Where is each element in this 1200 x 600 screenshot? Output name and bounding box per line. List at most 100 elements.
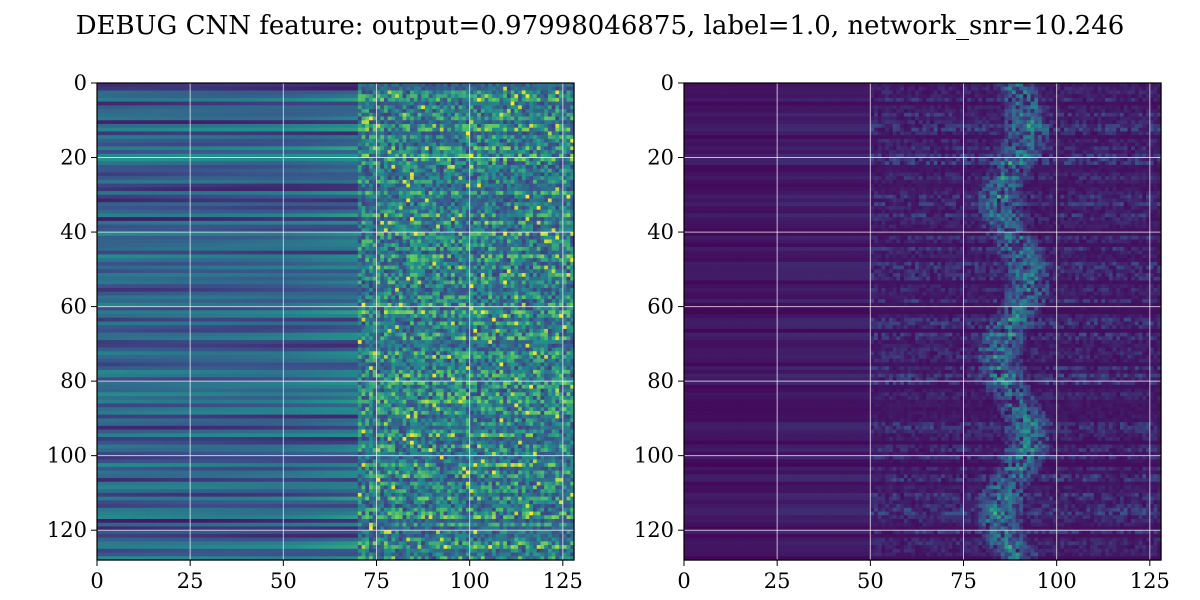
left-heatmap-cell <box>157 139 161 143</box>
left-heatmap-cell <box>496 102 500 106</box>
left-heatmap-cell <box>250 180 254 184</box>
left-heatmap-cell <box>548 102 552 106</box>
left-heatmap-cell <box>265 210 269 214</box>
left-heatmap-cell <box>365 161 369 165</box>
left-heatmap-cell <box>213 143 217 147</box>
left-heatmap-cell <box>309 158 313 162</box>
left-heatmap-cell <box>201 102 205 106</box>
left-heatmap-cell <box>514 217 518 221</box>
left-heatmap-cell <box>518 169 522 173</box>
left-heatmap-cell <box>462 202 466 206</box>
left-heatmap-cell <box>328 161 332 165</box>
left-heatmap-cell <box>231 161 235 165</box>
left-heatmap-cell <box>552 191 556 195</box>
left-heatmap-cell <box>246 184 250 188</box>
left-heatmap-cell <box>172 120 176 124</box>
left-heatmap-cell <box>492 102 496 106</box>
left-heatmap-cell <box>391 161 395 165</box>
left-heatmap-cell <box>403 135 407 139</box>
left-heatmap-cell <box>518 176 522 180</box>
left-heatmap-cell <box>142 191 146 195</box>
left-heatmap-cell <box>436 143 440 147</box>
left-heatmap-cell <box>123 150 127 154</box>
left-heatmap-cell <box>276 87 280 91</box>
left-heatmap-cell <box>514 131 518 135</box>
left-heatmap-cell <box>220 187 224 191</box>
left-heatmap-cell <box>425 102 429 106</box>
left-heatmap-cell <box>127 191 131 195</box>
left-heatmap-cell <box>499 131 503 135</box>
left-heatmap-cell <box>112 150 116 154</box>
left-heatmap-cell <box>231 221 235 225</box>
left-heatmap-cell <box>511 225 515 229</box>
left-heatmap-cell <box>194 105 198 109</box>
left-heatmap-cell <box>399 180 403 184</box>
left-heatmap-cell <box>194 202 198 206</box>
left-heatmap-cell <box>276 109 280 113</box>
left-heatmap-cell <box>291 206 295 210</box>
left-heatmap-cell <box>358 128 362 132</box>
left-heatmap-cell <box>183 172 187 176</box>
left-heatmap-cell <box>242 184 246 188</box>
left-heatmap-cell <box>268 124 272 128</box>
left-heatmap-cell <box>548 187 552 191</box>
left-heatmap-cell <box>198 90 202 94</box>
left-heatmap-cell <box>555 146 559 150</box>
left-heatmap-cell <box>533 206 537 210</box>
left-heatmap-cell <box>317 158 321 162</box>
left-heatmap-cell <box>455 98 459 102</box>
left-heatmap-cell <box>235 165 239 169</box>
left-heatmap-cell <box>432 113 436 117</box>
left-heatmap-cell <box>104 217 108 221</box>
left-heatmap-cell <box>339 143 343 147</box>
left-heatmap-cell <box>488 90 492 94</box>
left-heatmap-cell <box>153 165 157 169</box>
left-heatmap-cell <box>198 128 202 132</box>
left-heatmap-cell <box>511 131 515 135</box>
left-heatmap-cell <box>343 225 347 229</box>
left-heatmap-cell <box>235 217 239 221</box>
left-heatmap-cell <box>462 94 466 98</box>
left-heatmap-cell <box>112 172 116 176</box>
left-heatmap-cell <box>473 169 477 173</box>
left-heatmap-cell <box>544 105 548 109</box>
left-heatmap-cell <box>470 109 474 113</box>
left-heatmap-cell <box>421 128 425 132</box>
left-heatmap-cell <box>499 213 503 217</box>
left-heatmap-cell <box>317 109 321 113</box>
left-heatmap-cell <box>131 184 135 188</box>
left-heatmap-cell <box>362 158 366 162</box>
left-heatmap-cell <box>343 98 347 102</box>
left-heatmap-cell <box>265 117 269 121</box>
left-heatmap-cell <box>399 169 403 173</box>
left-heatmap-cell <box>552 158 556 162</box>
left-heatmap-cell <box>518 210 522 214</box>
left-heatmap-cell <box>201 158 205 162</box>
left-heatmap-cell <box>108 102 112 106</box>
left-heatmap-cell <box>436 180 440 184</box>
left-heatmap-cell <box>254 117 258 121</box>
left-heatmap-cell <box>421 180 425 184</box>
left-heatmap-cell <box>507 83 511 87</box>
left-heatmap-cell <box>142 87 146 91</box>
left-heatmap-cell <box>518 124 522 128</box>
left-heatmap-cell <box>417 113 421 117</box>
left-heatmap-cell <box>514 202 518 206</box>
left-heatmap-cell <box>179 176 183 180</box>
left-heatmap-cell <box>555 131 559 135</box>
left-heatmap-cell <box>112 135 116 139</box>
left-heatmap-cell <box>272 206 276 210</box>
left-heatmap-cell <box>309 139 313 143</box>
left-heatmap-cell <box>198 184 202 188</box>
left-heatmap-cell <box>235 98 239 102</box>
left-heatmap-cell <box>324 113 328 117</box>
left-heatmap-cell <box>455 128 459 132</box>
left-heatmap-cell <box>101 94 105 98</box>
left-heatmap-cell <box>444 94 448 98</box>
left-heatmap-cell <box>317 161 321 165</box>
left-heatmap-cell <box>399 146 403 150</box>
left-heatmap-cell <box>306 146 310 150</box>
left-heatmap-cell <box>511 139 515 143</box>
left-heatmap-cell <box>518 113 522 117</box>
left-heatmap-cell <box>97 187 101 191</box>
